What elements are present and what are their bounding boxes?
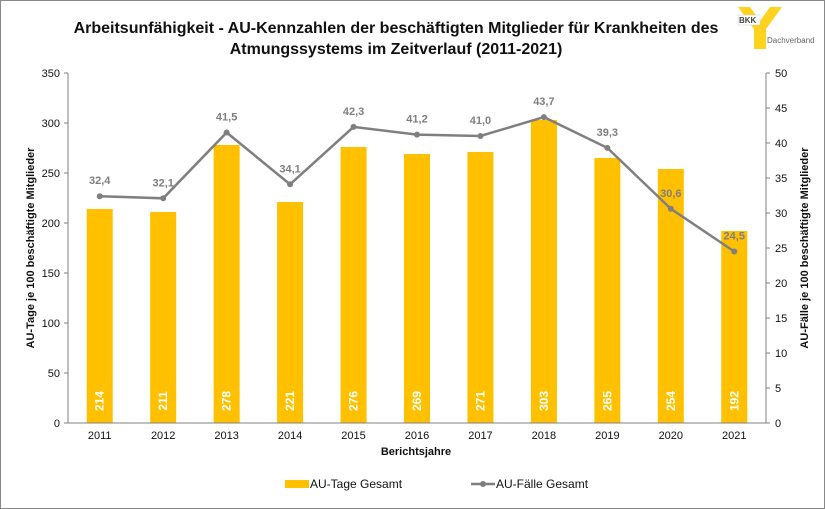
bar-value-label: 221	[283, 391, 297, 411]
title-line-2: Atmungssystems im Zeitverlauf (2011-2021…	[229, 41, 563, 58]
x-tick-label: 2014	[278, 430, 302, 442]
line-point	[350, 123, 357, 130]
svg-text:BKK: BKK	[739, 16, 757, 25]
bar-value-label: 276	[347, 391, 361, 411]
legend-line-marker	[480, 481, 486, 487]
y2-tick-label: 10	[775, 348, 787, 360]
line-value-label: 24,5	[724, 231, 745, 243]
y2-tick-label: 5	[775, 383, 781, 395]
bar-value-label: 303	[537, 391, 551, 411]
y-tick-label: 350	[42, 68, 60, 80]
x-tick-label: 2020	[659, 430, 683, 442]
line-value-label: 34,1	[279, 163, 300, 175]
line-value-label: 41,5	[216, 112, 237, 124]
y2-tick-label: 40	[775, 138, 787, 150]
x-axis-title: Berichtsjahre	[381, 446, 451, 458]
x-tick-label: 2016	[405, 430, 429, 442]
bar-value-label: 254	[664, 391, 678, 411]
line-point	[287, 181, 294, 188]
y2-tick-label: 35	[775, 173, 787, 185]
bar	[404, 154, 430, 423]
y2-tick-label: 50	[775, 68, 787, 80]
bar-value-label: 269	[410, 391, 424, 411]
bar	[530, 120, 557, 423]
line-point	[731, 248, 738, 255]
line-value-label: 39,3	[597, 127, 618, 139]
line-point	[414, 131, 420, 138]
y2-tick-label: 30	[775, 208, 787, 220]
bar	[340, 147, 367, 423]
line-point	[160, 195, 167, 202]
x-tick-label: 2013	[214, 430, 238, 442]
bar	[277, 202, 304, 423]
line-point	[477, 133, 484, 139]
bar-value-label: 271	[473, 391, 487, 411]
line-point	[96, 193, 103, 200]
line-value-label: 42,3	[343, 106, 364, 118]
line-value-label: 30,6	[660, 188, 681, 200]
bar-value-label: 211	[156, 391, 170, 411]
line-point	[604, 144, 611, 151]
legend-bar-swatch	[285, 480, 309, 488]
bkk-logo: BKK Dachverband	[736, 5, 822, 49]
bar	[150, 212, 177, 423]
x-tick-label: 2018	[532, 430, 556, 442]
bar	[721, 231, 748, 423]
bar-value-label: 192	[727, 391, 741, 411]
line-point	[540, 114, 547, 121]
line-value-label: 41,0	[470, 115, 491, 127]
line-point	[223, 129, 230, 136]
chart-title: Arbeitsunfähigkeit - AU-Kennzahlen der b…	[41, 18, 751, 60]
y-tick-label: 50	[48, 368, 60, 380]
x-tick-label: 2017	[468, 430, 492, 442]
line-point	[667, 205, 674, 212]
y-tick-label: 200	[42, 218, 60, 230]
y-tick-label: 150	[42, 268, 60, 280]
x-tick-label: 2015	[341, 430, 365, 442]
y2-tick-label: 15	[775, 313, 787, 325]
y-tick-label: 0	[54, 418, 60, 430]
y-tick-label: 250	[42, 168, 60, 180]
y2-tick-label: 20	[775, 278, 787, 290]
bar-value-label: 214	[93, 391, 107, 411]
x-tick-label: 2011	[88, 430, 112, 442]
title-line-1: Arbeitsunfähigkeit - AU-Kennzahlen der b…	[73, 20, 719, 37]
y-tick-label: 100	[42, 318, 60, 330]
y2-tick-label: 45	[775, 103, 787, 115]
legend-line-label: AU-Fälle Gesamt	[496, 477, 589, 491]
x-tick-label: 2012	[151, 430, 175, 442]
line-value-label: 32,1	[152, 177, 173, 189]
bar	[467, 152, 494, 423]
bar	[594, 158, 621, 423]
y-tick-label: 300	[42, 118, 60, 130]
y-axis-title: AU-Tage je 100 beschäftigte Mitglieder	[25, 147, 37, 349]
svg-text:Dachverband: Dachverband	[767, 36, 815, 45]
bar	[86, 209, 113, 423]
y2-tick-label: 0	[775, 418, 781, 430]
x-tick-label: 2019	[595, 430, 619, 442]
bar-value-label: 278	[220, 391, 234, 411]
bar-value-label: 265	[600, 391, 614, 411]
y2-tick-label: 25	[775, 243, 787, 255]
legend-bar-label: AU-Tage Gesamt	[310, 477, 403, 491]
line-value-label: 41,2	[406, 114, 427, 126]
y2-axis-title: AU-Fälle je 100 beschäftigte Mitglieder	[799, 147, 811, 349]
line-value-label: 43,7	[533, 96, 554, 108]
x-tick-label: 2021	[722, 430, 746, 442]
bar	[213, 145, 240, 423]
line-value-label: 32,4	[89, 175, 111, 187]
